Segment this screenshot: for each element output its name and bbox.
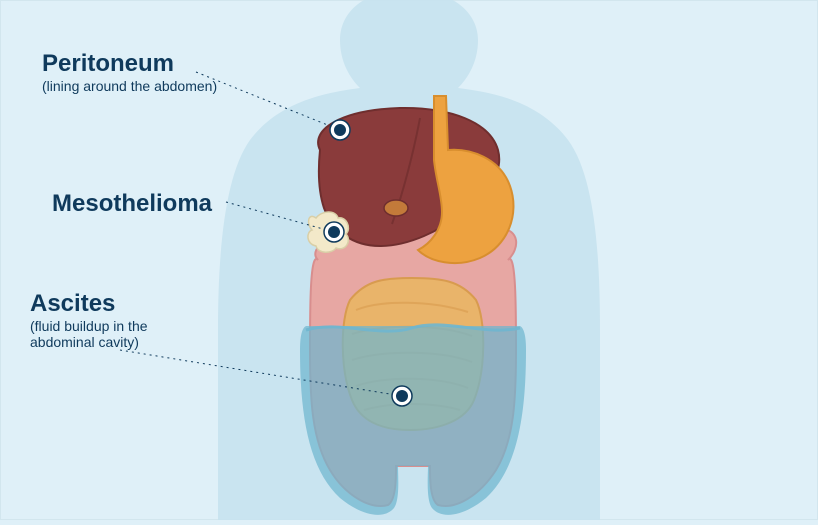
label-title: Ascites — [30, 290, 180, 318]
label-peritoneum: Peritoneum (lining around the abdomen) — [42, 50, 217, 94]
label-mesothelioma: Mesothelioma — [52, 190, 212, 218]
label-title: Mesothelioma — [52, 190, 212, 218]
label-ascites: Ascites (fluid buildup in the abdominal … — [30, 290, 180, 350]
label-subtitle: (fluid buildup in the abdominal cavity) — [30, 318, 180, 350]
label-subtitle: (lining around the abdomen) — [42, 78, 217, 94]
label-title: Peritoneum — [42, 50, 217, 78]
diagram-canvas: Peritoneum (lining around the abdomen) M… — [0, 0, 818, 520]
